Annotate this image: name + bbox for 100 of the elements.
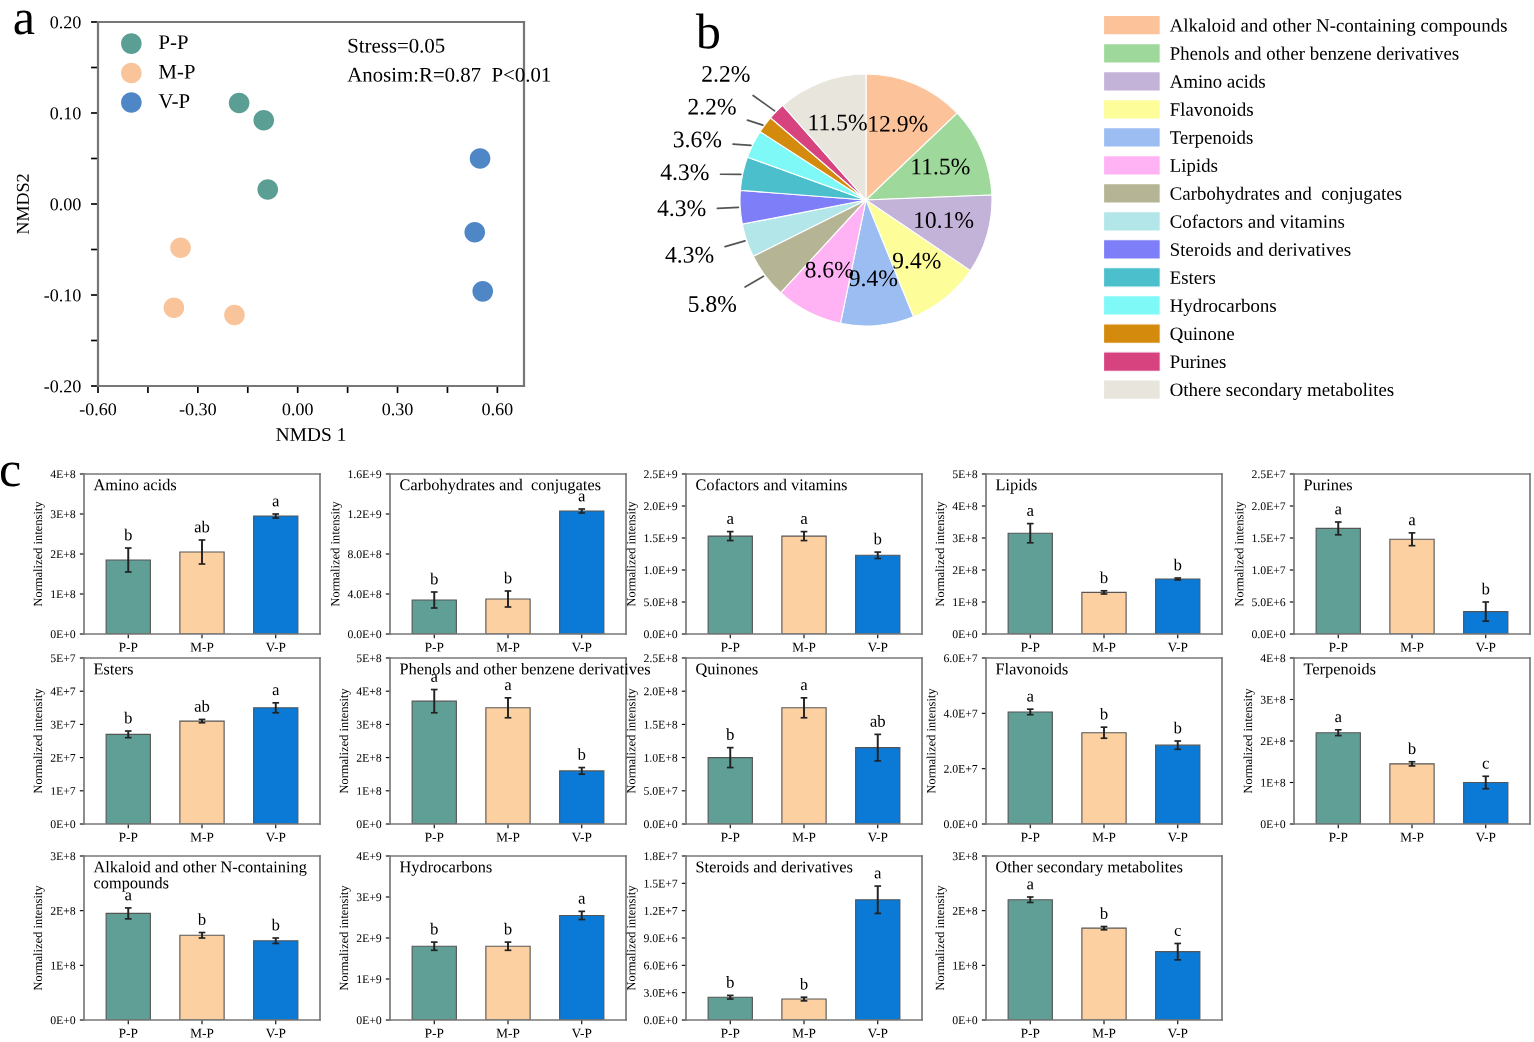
x-tick-label: -0.60 (79, 403, 117, 416)
legend-label: Othere secondary metabolites (1170, 382, 1394, 400)
legend-label: Esters (1170, 271, 1216, 285)
data-label: a (1408, 517, 1416, 526)
chart-title: Carbohydrates and conjugates (400, 478, 601, 494)
annotation: Anosim:R=0.87 P<0.01 (347, 67, 551, 82)
data-label: 2.2% (702, 65, 750, 82)
bar (855, 747, 901, 824)
y-tick-label: 0.00 (50, 198, 81, 211)
chart-title: Amino acids (93, 478, 177, 491)
legend-label: P-P (159, 35, 188, 50)
bar (1155, 744, 1201, 824)
data-label: 4.3% (665, 246, 714, 263)
legend-label: Steroids and derivatives (1170, 242, 1351, 256)
bar (1463, 781, 1509, 824)
data-label: a (504, 682, 512, 691)
bar (781, 707, 827, 824)
point (228, 92, 250, 114)
data-label: b (503, 922, 512, 935)
bar (253, 940, 299, 1020)
data-label: b (197, 913, 206, 925)
data-label: b (271, 918, 280, 931)
chart-title: Lipids (995, 478, 1037, 494)
text: b (695, 13, 719, 49)
y-tick-label: -0.10 (44, 289, 81, 302)
legend-label: V-P (158, 94, 190, 109)
annotation: Stress=0.05 (348, 38, 445, 53)
bar (105, 912, 151, 1020)
bar (1007, 532, 1053, 634)
bar (1081, 591, 1127, 634)
bar (1007, 711, 1053, 824)
data-label: a (125, 892, 132, 901)
data-label: c (1482, 760, 1489, 769)
point (257, 179, 279, 200)
bar (1155, 951, 1201, 1020)
data-label: a (578, 895, 586, 904)
bar (707, 996, 753, 1020)
point (163, 297, 185, 319)
y-tick-label: -0.20 (44, 380, 81, 393)
data-label: a (800, 516, 808, 525)
data-label: b (1173, 558, 1182, 571)
data-label: 10.1% (915, 212, 974, 229)
bar (1081, 732, 1127, 824)
data-label: a (431, 674, 438, 682)
data-label: a (800, 682, 808, 691)
data-label: a (272, 687, 280, 696)
data-label: b (577, 748, 586, 761)
x-tick-label: 0.00 (282, 403, 313, 416)
bar (707, 757, 753, 824)
data-label: a (1335, 506, 1342, 515)
data-label: 9.4% (892, 252, 941, 269)
legend-label: Carbohydrates and conjugates (1170, 186, 1402, 204)
data-label: ab (194, 520, 210, 533)
data-label: ab (194, 700, 210, 712)
legend-label: Cofactors and vitamins (1170, 214, 1345, 228)
point (224, 304, 245, 326)
data-label: 5.8% (689, 296, 737, 313)
point (472, 281, 494, 302)
chart-title: Terpenoids (1303, 662, 1376, 678)
data-label: b (1173, 721, 1182, 734)
data-label: 12.9% (869, 115, 928, 132)
y-tick-label: 0.10 (50, 107, 81, 120)
data-label: b (1099, 571, 1108, 584)
data-label: 11.5% (809, 114, 867, 131)
bar (1081, 927, 1127, 1020)
y-axis-title: NMDS2 (16, 174, 29, 235)
chart-title: Esters (93, 663, 133, 675)
text: c (0, 462, 20, 487)
bar (781, 998, 827, 1020)
data-label: a (272, 498, 280, 507)
data-label: b (726, 976, 734, 988)
point (469, 148, 491, 169)
y-tick-label: 0.20 (50, 16, 81, 29)
x-tick-label: 0.60 (482, 403, 513, 416)
bar (411, 599, 457, 634)
legend-label: Purines (1170, 355, 1226, 369)
data-label: 3.6% (673, 131, 722, 148)
bar (559, 770, 605, 824)
bar (1389, 763, 1435, 824)
chart-title: Other secondary metabolites (996, 860, 1183, 876)
point (464, 221, 486, 243)
bar (559, 510, 605, 634)
bar (179, 934, 225, 1020)
bar (1007, 899, 1053, 1020)
legend-label: Phenols and other benzene derivatives (1170, 46, 1459, 60)
bar (105, 733, 151, 824)
bar (179, 720, 225, 824)
data-label: b (124, 711, 132, 724)
bar (1155, 578, 1201, 634)
data-label: a (727, 516, 734, 525)
bar (253, 515, 299, 634)
data-label: a (1027, 881, 1034, 890)
chart-title: Purines (1303, 479, 1353, 491)
bar (1389, 538, 1435, 634)
bar (855, 899, 901, 1020)
data-label: a (874, 870, 882, 879)
chart-title: Steroids and derivatives (696, 860, 853, 873)
data-label: b (1099, 707, 1108, 720)
data-label: b (1407, 742, 1416, 755)
data-label: b (726, 728, 734, 741)
